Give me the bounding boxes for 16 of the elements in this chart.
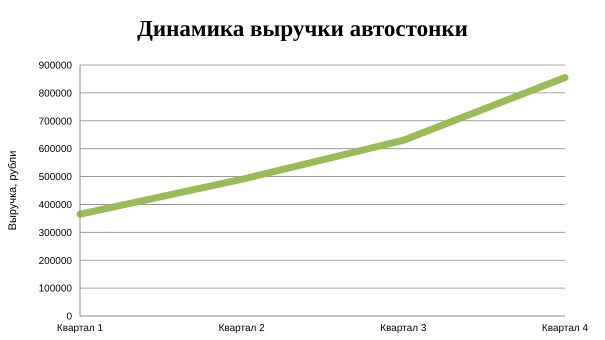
x-tick-label: Квартал 4 <box>542 323 588 334</box>
y-axis-title: Выручка, рубли <box>6 150 19 230</box>
y-tick-label: 300000 <box>38 228 72 239</box>
y-tick-label: 800000 <box>38 88 72 100</box>
y-tick-label: 900000 <box>38 60 72 72</box>
y-tick-label: 400000 <box>38 200 72 211</box>
y-tick-label: 700000 <box>38 116 72 128</box>
y-tick-label: 500000 <box>38 172 72 184</box>
y-tick-label: 200000 <box>38 256 72 267</box>
chart-title: Динамика выручки автостонки <box>136 16 469 42</box>
y-tick-label: 600000 <box>38 144 72 156</box>
x-tick-label: Квартал 3 <box>380 323 427 334</box>
y-tick-label: 100000 <box>38 284 72 295</box>
x-tick-label: Квартал 1 <box>56 323 104 334</box>
y-tick-label: 0 <box>66 312 72 323</box>
x-tick-label: Квартал 2 <box>218 323 266 334</box>
